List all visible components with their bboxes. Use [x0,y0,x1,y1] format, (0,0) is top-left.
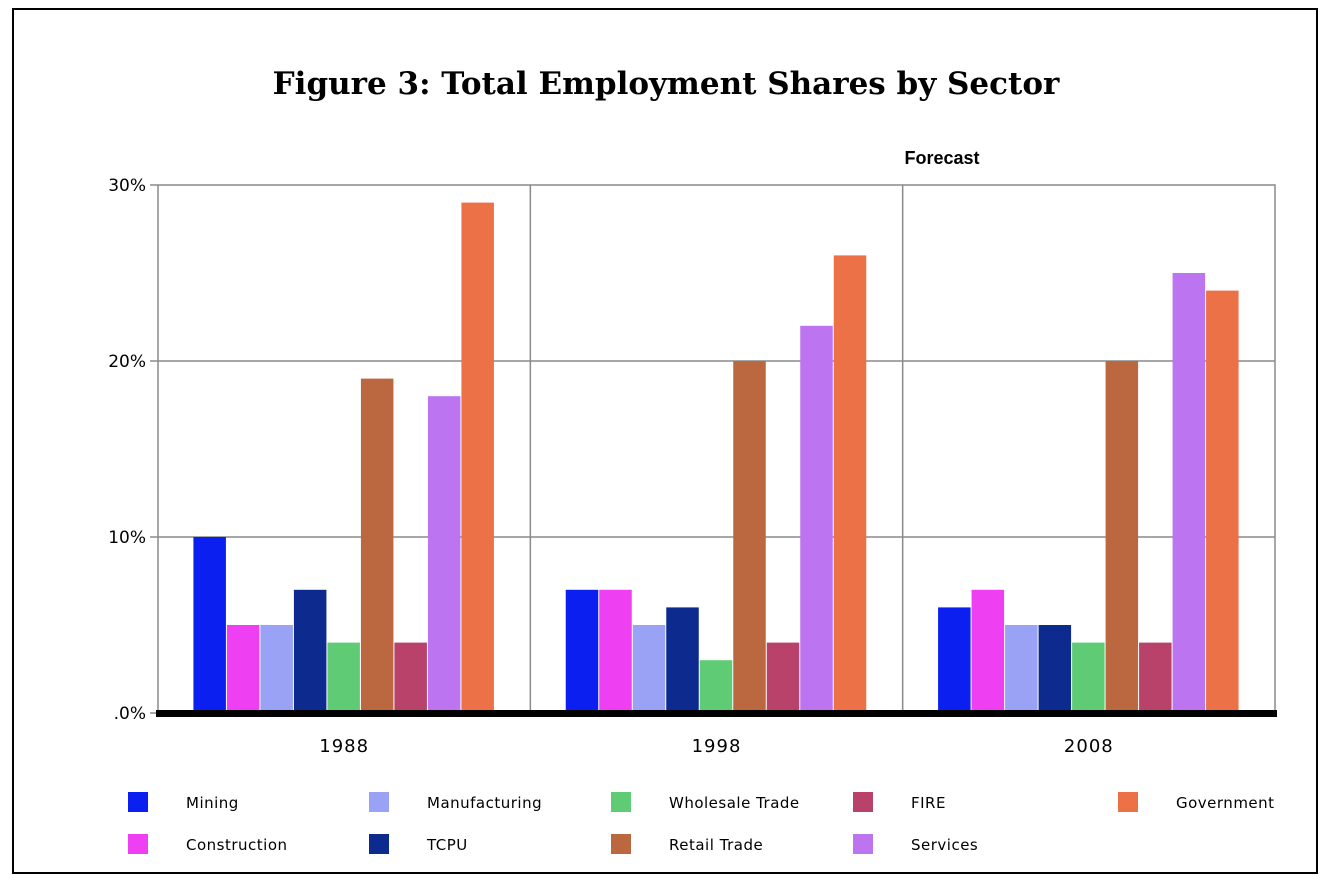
y-tick-label: 10% [108,528,146,548]
y-tick-label: 30% [108,176,146,196]
bar-services-1988 [427,396,461,713]
bar-construction-1988 [226,625,260,713]
legend-swatch-tcpu [369,834,389,854]
legend-swatch-fire [853,792,873,812]
legend-swatch-government [1118,792,1138,812]
legend-swatch-construction [128,834,148,854]
bar-mining-1988 [193,537,226,713]
legend-label-tcpu: TCPU [426,836,468,854]
bar-tcpu-1998 [666,607,699,713]
bar-government-1998 [833,255,867,713]
bar-government-1988 [461,202,494,713]
bar-fire-1988 [394,642,427,713]
bar-retail-trade-2008 [1105,361,1139,713]
x-axis-baseline [156,710,1277,717]
bar-fire-1998 [766,642,800,713]
y-tick-label: .0% [114,704,146,724]
legend-swatch-retail-trade [611,834,631,854]
bar-government-2008 [1206,290,1239,713]
chart-frame [12,8,1318,874]
x-tick-label: 1988 [319,736,369,757]
bar-manufacturing-1998 [632,625,666,713]
bar-retail-trade-1998 [733,361,766,713]
bar-construction-1998 [599,589,632,713]
legend-label-mining: Mining [186,794,239,812]
legend-label-retail-trade: Retail Trade [669,836,763,854]
legend-swatch-manufacturing [369,792,389,812]
x-tick-label: 2008 [1064,736,1114,757]
bar-mining-2008 [938,607,971,713]
legend-label-wholesale-trade: Wholesale Trade [669,794,800,812]
bar-services-1998 [800,325,833,713]
bar-retail-trade-1988 [360,378,394,713]
bar-wholesale-trade-1998 [699,660,733,713]
bar-wholesale-trade-1988 [327,642,360,713]
x-tick-label: 1998 [692,736,742,757]
legend-swatch-services [853,834,873,854]
bar-tcpu-1988 [293,589,327,713]
bar-manufacturing-2008 [1005,625,1038,713]
legend-label-construction: Construction [186,836,288,854]
legend-label-fire: FIRE [911,794,946,812]
legend-swatch-wholesale-trade [611,792,631,812]
forecast-annotation: Forecast [904,148,980,168]
bar-fire-2008 [1139,642,1172,713]
bar-mining-1998 [565,589,599,713]
bar-construction-2008 [971,589,1005,713]
legend-label-services: Services [911,836,978,854]
bar-services-2008 [1172,273,1206,713]
legend-label-manufacturing: Manufacturing [427,794,542,812]
bar-wholesale-trade-2008 [1072,642,1105,713]
legend-swatch-mining [128,792,148,812]
bar-manufacturing-1988 [260,625,293,713]
y-tick-label: 20% [108,352,146,372]
chart-title: Figure 3: Total Employment Shares by Sec… [272,66,1060,102]
legend-label-government: Government [1176,794,1275,812]
bar-tcpu-2008 [1038,625,1072,713]
